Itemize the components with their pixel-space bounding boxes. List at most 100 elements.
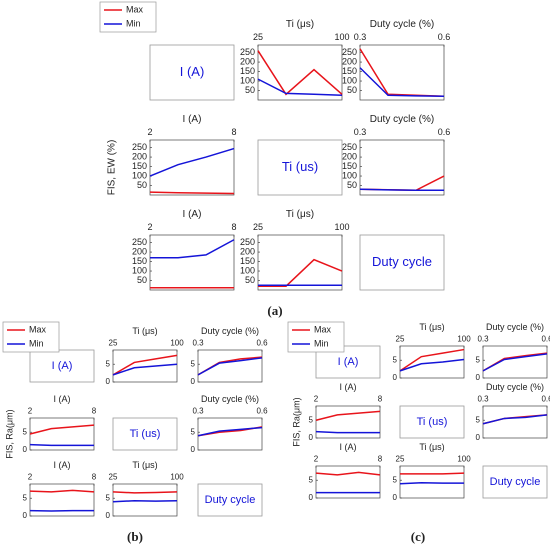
x-tick-label: 0.3 — [477, 335, 489, 344]
x-axis-label: I (A) — [54, 394, 71, 404]
series-line — [315, 410, 381, 421]
y-tick-label: 0 — [309, 433, 314, 442]
y-tick-label: 5 — [106, 359, 111, 368]
x-tick-label: 2 — [147, 222, 152, 232]
factor-box — [112, 417, 178, 451]
y-tick-label: 150 — [240, 66, 255, 76]
series-line — [400, 472, 465, 475]
plot-frame — [112, 349, 178, 383]
x-tick-label: 0.3 — [354, 127, 367, 137]
series-line — [399, 358, 465, 372]
x-axis-label: Duty cycle (%) — [370, 19, 434, 30]
factor-label: Ti (us) — [130, 428, 161, 440]
series-line — [257, 50, 343, 96]
plot-frame — [149, 139, 235, 196]
x-tick-label: 0.6 — [438, 32, 451, 42]
plot-frame — [197, 349, 263, 383]
y-tick-label: 200 — [240, 56, 255, 66]
factor-label: Duty cycle — [372, 254, 432, 269]
series-line — [197, 426, 263, 437]
factor-box — [197, 483, 263, 517]
x-tick-label: 25 — [253, 32, 263, 42]
series-line — [315, 430, 380, 434]
plot-frame — [257, 234, 343, 291]
y-tick-label: 5 — [393, 475, 398, 484]
y-tick-label: 100 — [342, 170, 357, 180]
x-tick-label: 25 — [396, 335, 405, 344]
factor-label: I (A) — [338, 356, 359, 368]
plot-frame — [197, 417, 263, 451]
legend-label: Max — [314, 324, 332, 334]
series-line — [29, 489, 95, 493]
legend-label: Min — [126, 18, 141, 28]
x-tick-label: 0.6 — [541, 335, 550, 344]
y-tick-label: 200 — [342, 56, 357, 66]
y-tick-label: 150 — [240, 256, 255, 266]
y-axis-label: FIS, EW (%) — [107, 140, 118, 196]
y-tick-label: 0 — [393, 373, 398, 382]
factor-box — [482, 465, 548, 499]
x-tick-label: 0.6 — [256, 339, 268, 348]
y-tick-label: 5 — [476, 355, 481, 364]
y-tick-label: 250 — [342, 142, 357, 152]
y-tick-label: 50 — [245, 275, 255, 285]
series-line — [150, 239, 235, 259]
panel-label: (b) — [127, 529, 143, 544]
y-tick-label: 0 — [393, 493, 398, 502]
x-axis-label: Duty cycle (%) — [201, 326, 259, 336]
y-tick-label: 5 — [309, 415, 314, 424]
x-axis-label: I (A) — [183, 114, 202, 125]
x-tick-label: 100 — [457, 455, 471, 464]
x-axis-label: Ti (μs) — [132, 460, 157, 470]
x-tick-label: 25 — [253, 222, 263, 232]
x-tick-label: 0.3 — [192, 407, 204, 416]
x-tick-label: 25 — [109, 473, 118, 482]
plot-frame — [315, 405, 381, 439]
y-tick-label: 150 — [132, 161, 147, 171]
x-tick-label: 0.3 — [477, 395, 489, 404]
series-line — [482, 353, 548, 372]
y-tick-label: 5 — [191, 359, 196, 368]
series-line — [112, 491, 178, 494]
y-tick-label: 50 — [137, 275, 147, 285]
y-tick-label: 100 — [240, 75, 255, 85]
x-axis-label: Ti (μs) — [286, 19, 314, 30]
factor-label: I (A) — [180, 64, 205, 79]
x-tick-label: 100 — [457, 335, 471, 344]
x-tick-label: 2 — [314, 395, 319, 404]
x-axis-label: I (A) — [183, 209, 202, 220]
y-tick-label: 50 — [245, 85, 255, 95]
y-tick-label: 0 — [191, 377, 196, 386]
y-tick-label: 150 — [342, 161, 357, 171]
y-tick-label: 5 — [393, 355, 398, 364]
series-line — [359, 48, 445, 97]
x-axis-label: Duty cycle (%) — [486, 382, 544, 392]
x-tick-label: 100 — [170, 339, 184, 348]
x-tick-label: 2 — [314, 455, 319, 464]
y-axis-label: FIS, Ra(μm) — [4, 409, 14, 458]
x-tick-label: 8 — [92, 407, 97, 416]
panel-label: (c) — [411, 529, 425, 544]
y-tick-label: 150 — [132, 256, 147, 266]
factor-label: Ti (us) — [282, 159, 318, 174]
x-axis-label: I (A) — [340, 442, 357, 452]
y-tick-label: 5 — [23, 493, 28, 502]
y-tick-label: 5 — [191, 427, 196, 436]
x-tick-label: 8 — [378, 395, 383, 404]
legend-label: Max — [126, 4, 144, 14]
y-tick-label: 0 — [476, 373, 481, 382]
series-line — [112, 499, 178, 503]
x-tick-label: 8 — [231, 127, 236, 137]
factor-label: Duty cycle — [490, 476, 541, 488]
y-tick-label: 0 — [106, 377, 111, 386]
x-axis-label: Ti (μs) — [419, 322, 444, 332]
x-tick-label: 100 — [334, 32, 349, 42]
x-axis-label: Ti (μs) — [132, 326, 157, 336]
plot-frame — [399, 465, 465, 499]
x-tick-label: 8 — [378, 455, 383, 464]
x-tick-label: 2 — [147, 127, 152, 137]
factor-label: Ti (us) — [417, 416, 448, 428]
series-line — [257, 78, 343, 97]
y-tick-label: 100 — [132, 265, 147, 275]
